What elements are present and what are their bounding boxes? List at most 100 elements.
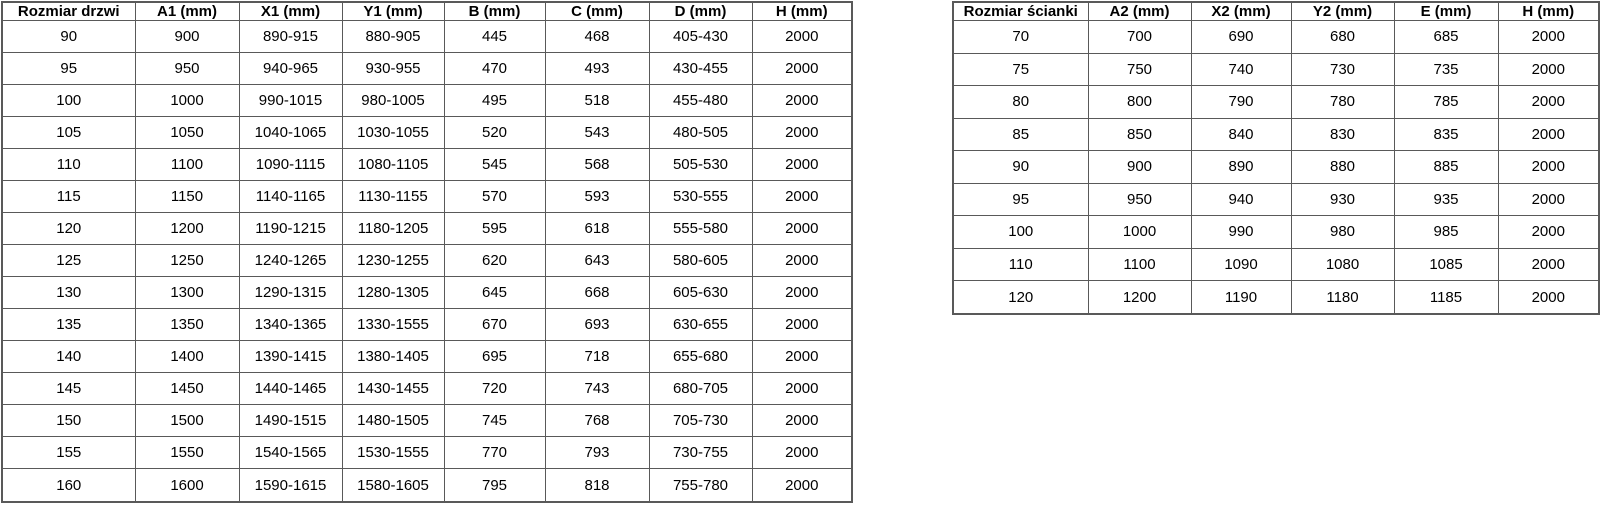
table-cell: 1140-1165 <box>238 180 343 214</box>
table-cell: 680 <box>1290 20 1395 54</box>
table-cell: 930-955 <box>341 52 445 86</box>
table-row: 120 1200 1190-1215 1180-1205 595 618 555-580 20… <box>1 212 853 246</box>
table-cell: 2000 <box>1497 215 1600 249</box>
table-cell: 70 <box>952 20 1089 54</box>
table-cell: 800 <box>1087 85 1192 119</box>
table-cell: 1290-1315 <box>238 276 343 310</box>
table-cell: 1550 <box>134 436 240 470</box>
table-cell: 780 <box>1290 85 1395 119</box>
table-cell: 1430-1455 <box>341 372 445 406</box>
table-cell: 885 <box>1393 150 1499 184</box>
door-table-body: 90 900 890-915 880-905 445 468 405-430 2000 95 95… <box>1 19 853 503</box>
table-cell: 125 <box>1 244 136 278</box>
table-cell: 1540-1565 <box>238 436 343 470</box>
table-cell: 110 <box>1 148 136 182</box>
table-row: 160 1600 1590-1615 1580-1605 795 818 755-780 20… <box>1 468 853 503</box>
column-header: X2 (mm) <box>1190 1 1292 21</box>
table-row: 95 950 940 930 935 2000 <box>952 182 1600 216</box>
table-cell: 835 <box>1393 117 1499 151</box>
table-cell: 1100 <box>1087 247 1192 281</box>
table-cell: 950 <box>134 52 240 86</box>
table-row: 110 1100 1090 1080 1085 2000 <box>952 247 1600 281</box>
table-row: 130 1300 1290-1315 1280-1305 645 668 605-630 20… <box>1 276 853 310</box>
table-cell: 818 <box>544 468 650 503</box>
table-cell: 1530-1555 <box>341 436 445 470</box>
table-cell: 1085 <box>1393 247 1499 281</box>
table-cell: 1350 <box>134 308 240 342</box>
table-cell: 1080-1105 <box>341 148 445 182</box>
column-header: D (mm) <box>648 1 753 21</box>
table-cell: 680-705 <box>648 372 753 406</box>
table-cell: 570 <box>443 180 546 214</box>
table-cell: 518 <box>544 84 650 118</box>
table-cell: 730 <box>1290 52 1395 86</box>
table-cell: 700 <box>1087 20 1192 54</box>
table-cell: 655-680 <box>648 340 753 374</box>
table-cell: 95 <box>952 182 1089 216</box>
table-cell: 900 <box>134 19 240 54</box>
table-cell: 120 <box>1 212 136 246</box>
column-header: C (mm) <box>544 1 650 21</box>
table-cell: 880-905 <box>341 19 445 54</box>
table-cell: 830 <box>1290 117 1395 151</box>
table-cell: 520 <box>443 116 546 150</box>
table-cell: 2000 <box>751 52 853 86</box>
table-cell: 2000 <box>1497 85 1600 119</box>
table-row: 125 1250 1240-1265 1230-1255 620 643 580-605 20… <box>1 244 853 278</box>
table-cell: 1180 <box>1290 280 1395 315</box>
table-row: 115 1150 1140-1165 1130-1155 570 593 530-555 20… <box>1 180 853 214</box>
table-cell: 445 <box>443 19 546 54</box>
table-cell: 1580-1605 <box>341 468 445 503</box>
table-cell: 880 <box>1290 150 1395 184</box>
table-cell: 595 <box>443 212 546 246</box>
wall-table-body: 70 700 690 680 685 2000 75 750 740 730 735 2000 80 80… <box>952 20 1600 315</box>
table-cell: 1400 <box>134 340 240 374</box>
table-cell: 1000 <box>1087 215 1192 249</box>
column-header: X1 (mm) <box>238 1 343 21</box>
table-row: 150 1500 1490-1515 1480-1505 745 768 705-730 20… <box>1 404 853 438</box>
table-cell: 468 <box>544 19 650 54</box>
table-row: 100 1000 990-1015 980-1005 495 518 455-480 2000 <box>1 84 853 118</box>
table-cell: 2000 <box>1497 280 1600 315</box>
column-header: A1 (mm) <box>134 1 240 21</box>
table-cell: 155 <box>1 436 136 470</box>
table-cell: 668 <box>544 276 650 310</box>
column-header: E (mm) <box>1393 1 1499 21</box>
table-cell: 1230-1255 <box>341 244 445 278</box>
table-cell: 1100 <box>134 148 240 182</box>
table-cell: 735 <box>1393 52 1499 86</box>
table-cell: 530-555 <box>648 180 753 214</box>
table-cell: 110 <box>952 247 1089 281</box>
table-cell: 593 <box>544 180 650 214</box>
table-cell: 745 <box>443 404 546 438</box>
door-table-header-row: Rozmiar drzwi A1 (mm) X1 (mm) Y1 (mm) B (mm)… <box>1 1 853 21</box>
table-cell: 2000 <box>751 180 853 214</box>
table-cell: 100 <box>1 84 136 118</box>
table-cell: 480-505 <box>648 116 753 150</box>
table-cell: 670 <box>443 308 546 342</box>
table-cell: 690 <box>1190 20 1292 54</box>
table-cell: 2000 <box>751 84 853 118</box>
table-cell: 2000 <box>1497 117 1600 151</box>
table-cell: 1050 <box>134 116 240 150</box>
table-cell: 430-455 <box>648 52 753 86</box>
table-row: 80 800 790 780 785 2000 <box>952 85 1600 119</box>
table-cell: 495 <box>443 84 546 118</box>
table-cell: 1590-1615 <box>238 468 343 503</box>
table-cell: 1440-1465 <box>238 372 343 406</box>
table-cell: 685 <box>1393 20 1499 54</box>
table-row: 110 1100 1090-1115 1080-1105 545 568 505-530 20… <box>1 148 853 182</box>
table-cell: 1200 <box>134 212 240 246</box>
table-cell: 618 <box>544 212 650 246</box>
table-cell: 100 <box>952 215 1089 249</box>
table-cell: 2000 <box>751 468 853 503</box>
door-size-table: Rozmiar drzwi A1 (mm) X1 (mm) Y1 (mm) B (mm)… <box>1 1 853 503</box>
table-cell: 140 <box>1 340 136 374</box>
table-cell: 750 <box>1087 52 1192 86</box>
table-row: 135 1350 1340-1365 1330-1555 670 693 630-655 20… <box>1 308 853 342</box>
table-cell: 1090-1115 <box>238 148 343 182</box>
table-cell: 90 <box>952 150 1089 184</box>
table-cell: 75 <box>952 52 1089 86</box>
table-cell: 695 <box>443 340 546 374</box>
